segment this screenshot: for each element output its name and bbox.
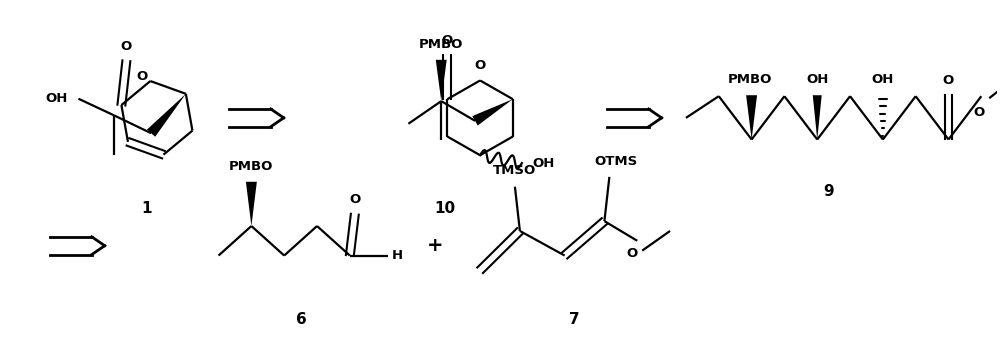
Text: H: H bbox=[392, 249, 403, 262]
Text: TMSO: TMSO bbox=[493, 164, 537, 178]
Text: PMBO: PMBO bbox=[727, 73, 772, 86]
Text: O: O bbox=[121, 39, 132, 53]
Text: OH: OH bbox=[45, 92, 68, 105]
Polygon shape bbox=[472, 99, 513, 125]
Polygon shape bbox=[436, 60, 447, 101]
Text: 7: 7 bbox=[569, 312, 580, 327]
Text: OH: OH bbox=[872, 73, 894, 86]
Text: O: O bbox=[137, 70, 148, 83]
Text: O: O bbox=[349, 193, 360, 206]
Text: 6: 6 bbox=[296, 312, 306, 327]
Text: O: O bbox=[943, 74, 954, 87]
Text: PMBO: PMBO bbox=[229, 159, 274, 173]
Text: O: O bbox=[474, 59, 486, 72]
Text: OH: OH bbox=[533, 157, 555, 170]
Polygon shape bbox=[147, 94, 186, 137]
Polygon shape bbox=[246, 182, 257, 226]
Polygon shape bbox=[813, 95, 822, 140]
Text: O: O bbox=[974, 106, 985, 119]
Text: OTMS: OTMS bbox=[595, 155, 638, 167]
Text: 9: 9 bbox=[823, 184, 833, 199]
Text: +: + bbox=[427, 236, 444, 255]
Text: PMBO: PMBO bbox=[419, 38, 463, 51]
Text: OH: OH bbox=[806, 73, 828, 86]
Polygon shape bbox=[746, 95, 757, 140]
Text: 10: 10 bbox=[435, 201, 456, 216]
Text: O: O bbox=[442, 34, 453, 47]
Text: 1: 1 bbox=[142, 201, 152, 216]
Text: O: O bbox=[627, 247, 638, 260]
